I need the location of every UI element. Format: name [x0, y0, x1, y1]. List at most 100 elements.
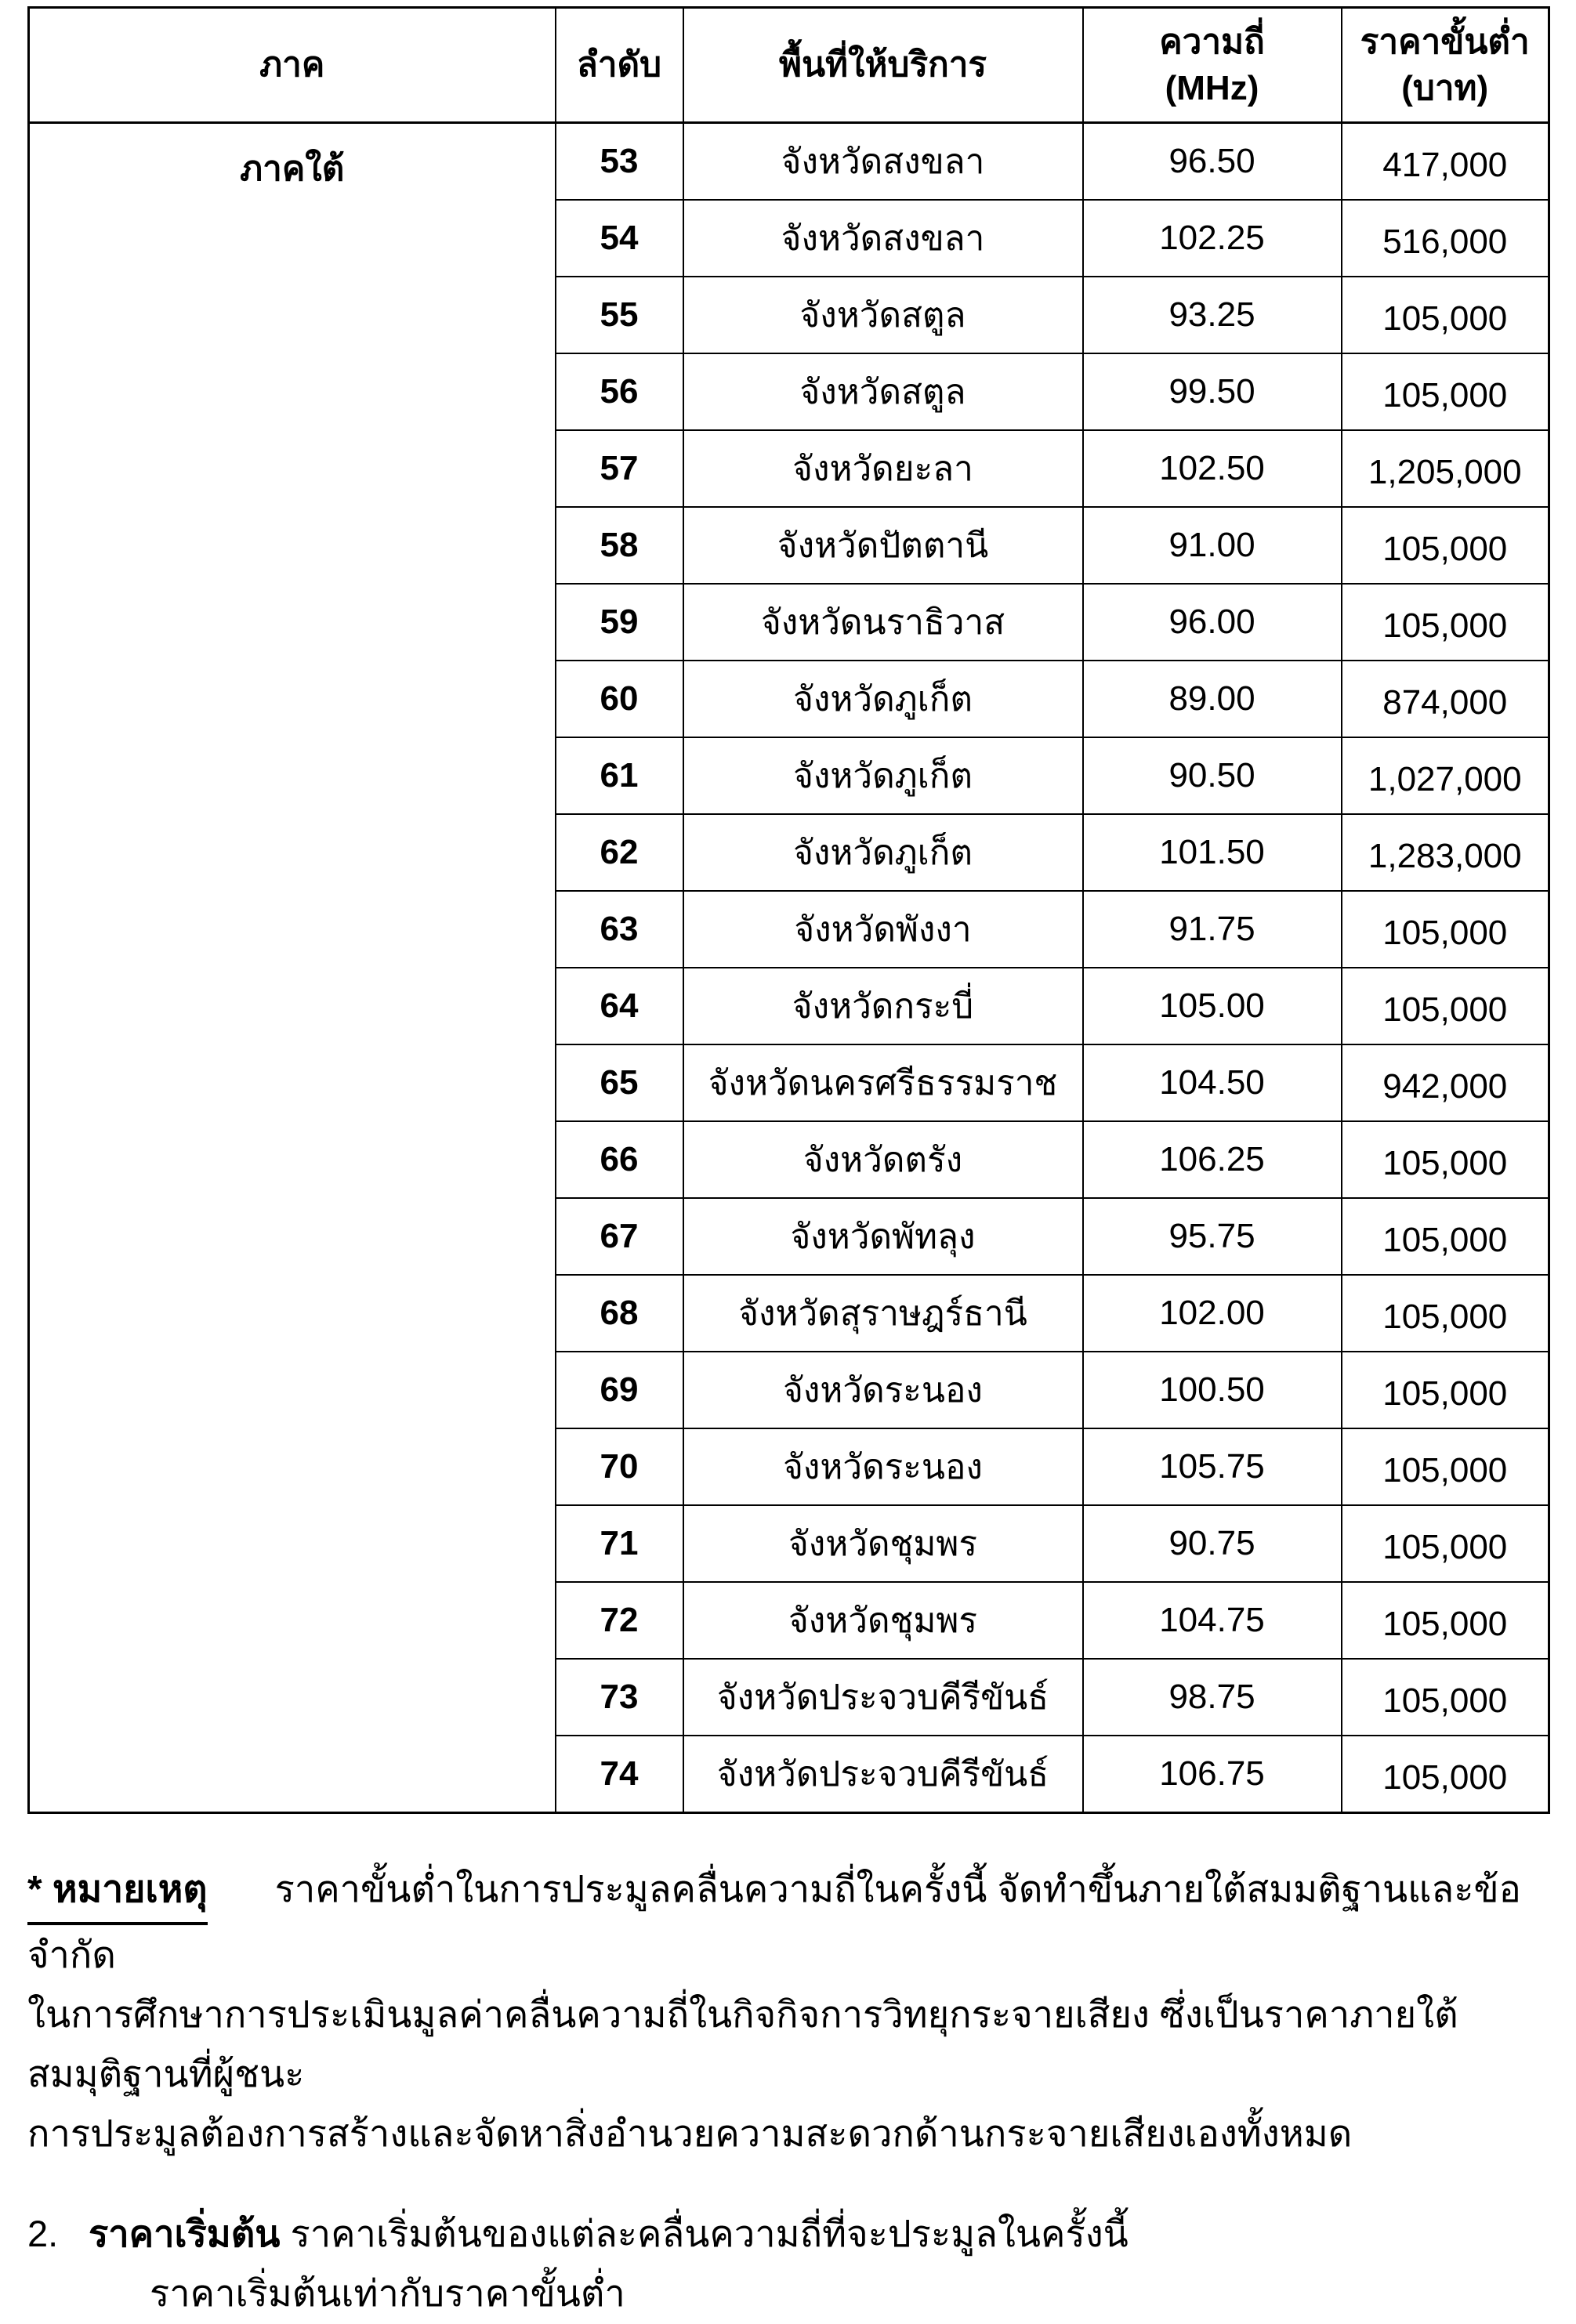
service-area-cell: จังหวัดชุมพร: [682, 1504, 1084, 1583]
min-price-cell: 1,283,000: [1340, 813, 1550, 892]
header-min-price-line1: ราคาขั้นต่ำ: [1360, 22, 1530, 61]
min-price-cell: 516,000: [1340, 199, 1550, 277]
table-row: 54 จังหวัดสงขลา 102.25 516,000: [29, 199, 1550, 277]
order-cell: 61: [554, 737, 684, 815]
min-price-cell: 942,000: [1340, 1044, 1550, 1122]
table-row: 67 จังหวัดพัทลุง 95.75 105,000: [29, 1197, 1550, 1276]
table-row: 74 จังหวัดประจวบคีรีขันธ์ 106.75 105,000: [29, 1735, 1550, 1814]
order-cell: 56: [554, 353, 684, 431]
header-min-price-line2: (บาท): [1401, 69, 1489, 107]
min-price-cell: 874,000: [1340, 660, 1550, 738]
frequency-auction-table: ภาค ลำดับ พื้นที่ให้บริการ ความถี่ (MHz)…: [27, 6, 1550, 1814]
min-price-cell: 105,000: [1340, 967, 1550, 1045]
service-area-cell: จังหวัดภูเก็ต: [682, 737, 1084, 815]
table-header-row: ภาค ลำดับ พื้นที่ให้บริการ ความถี่ (MHz)…: [27, 6, 1550, 124]
service-area-cell: จังหวัดภูเก็ต: [682, 813, 1084, 892]
min-price-cell: 417,000: [1340, 121, 1550, 201]
order-cell: 58: [554, 506, 684, 585]
service-area-cell: จังหวัดสงขลา: [682, 121, 1084, 201]
order-cell: 74: [554, 1735, 684, 1814]
item-2-term: ราคาเริ่มต้น: [89, 2213, 281, 2255]
service-area-cell: จังหวัดระนอง: [682, 1351, 1084, 1429]
service-area-cell: จังหวัดภูเก็ต: [682, 660, 1084, 738]
region-merged-cell: ภาคใต้: [27, 121, 556, 1814]
min-price-cell: 105,000: [1340, 506, 1550, 585]
table-row: 55 จังหวัดสตูล 93.25 105,000: [29, 276, 1550, 354]
min-price-cell: 105,000: [1340, 1274, 1550, 1352]
frequency-cell: 105.75: [1081, 1428, 1342, 1506]
service-area-cell: จังหวัดระนอง: [682, 1428, 1084, 1506]
frequency-cell: 96.00: [1081, 583, 1342, 661]
order-cell: 66: [554, 1120, 684, 1199]
order-cell: 67: [554, 1197, 684, 1276]
min-price-cell: 105,000: [1340, 276, 1550, 354]
frequency-cell: 102.25: [1081, 199, 1342, 277]
frequency-cell: 102.00: [1081, 1274, 1342, 1352]
table-row: 71 จังหวัดชุมพร 90.75 105,000: [29, 1504, 1550, 1583]
min-price-cell: 105,000: [1340, 1658, 1550, 1736]
order-cell: 54: [554, 199, 684, 277]
header-service-area: พื้นที่ให้บริการ: [682, 6, 1084, 124]
header-order: ลำดับ: [554, 6, 684, 124]
header-frequency: ความถี่ (MHz): [1081, 6, 1342, 124]
item-2-body: ราคาเริ่มต้น ราคาเริ่มต้นของแต่ละคลื่นคว…: [89, 2204, 1549, 2323]
service-area-cell: จังหวัดสตูล: [682, 276, 1084, 354]
order-cell: 53: [554, 121, 684, 201]
frequency-cell: 104.75: [1081, 1581, 1342, 1660]
min-price-cell: 105,000: [1340, 1735, 1550, 1814]
min-price-cell: 105,000: [1340, 1351, 1550, 1429]
table-row: 56 จังหวัดสตูล 99.50 105,000: [29, 353, 1550, 431]
order-cell: 60: [554, 660, 684, 738]
order-cell: 65: [554, 1044, 684, 1122]
frequency-cell: 104.50: [1081, 1044, 1342, 1122]
table-row: 62 จังหวัดภูเก็ต 101.50 1,283,000: [29, 813, 1550, 892]
table-row: 63 จังหวัดพังงา 91.75 105,000: [29, 890, 1550, 968]
frequency-cell: 90.50: [1081, 737, 1342, 815]
frequency-cell: 106.75: [1081, 1735, 1342, 1814]
order-cell: 70: [554, 1428, 684, 1506]
order-cell: 64: [554, 967, 684, 1045]
order-cell: 57: [554, 429, 684, 508]
table-row: 64 จังหวัดกระบี่ 105.00 105,000: [29, 967, 1550, 1045]
header-frequency-line2: (MHz): [1165, 69, 1259, 107]
header-min-price: ราคาขั้นต่ำ (บาท): [1340, 6, 1550, 124]
table-row: 69 จังหวัดระนอง 100.50 105,000: [29, 1351, 1550, 1429]
order-cell: 72: [554, 1581, 684, 1660]
order-cell: 68: [554, 1274, 684, 1352]
min-price-cell: 105,000: [1340, 1581, 1550, 1660]
table-row: 58 จังหวัดปัตตานี 91.00 105,000: [29, 506, 1550, 585]
service-area-cell: จังหวัดนราธิวาส: [682, 583, 1084, 661]
frequency-cell: 99.50: [1081, 353, 1342, 431]
frequency-cell: 98.75: [1081, 1658, 1342, 1736]
table-row: 72 จังหวัดชุมพร 104.75 105,000: [29, 1581, 1550, 1660]
service-area-cell: จังหวัดประจวบคีรีขันธ์: [682, 1735, 1084, 1814]
table-row: 57 จังหวัดยะลา 102.50 1,205,000: [29, 429, 1550, 508]
header-region: ภาค: [27, 6, 556, 124]
notes-section: * หมายเหตุ ราคาขั้นต่ำในการประมูลคลื่นควา…: [27, 1859, 1549, 2324]
service-area-cell: จังหวัดพังงา: [682, 890, 1084, 968]
frequency-cell: 102.50: [1081, 429, 1342, 508]
min-price-cell: 105,000: [1340, 583, 1550, 661]
note-line1: ราคาขั้นต่ำในการประมูลคลื่นความถี่ในครั้…: [27, 1868, 1521, 1975]
item-2-number: 2.: [27, 2213, 59, 2255]
order-cell: 59: [554, 583, 684, 661]
service-area-cell: จังหวัดสตูล: [682, 353, 1084, 431]
item-2-text: ราคาเริ่มต้นของแต่ละคลื่นความถี่ที่จะประ…: [280, 2213, 1129, 2255]
note-line2: ในการศึกษาการประเมินมูลค่าคลื่นความถี่ใน…: [27, 1993, 1458, 2094]
service-area-cell: จังหวัดตรัง: [682, 1120, 1084, 1199]
frequency-cell: 91.00: [1081, 506, 1342, 585]
frequency-cell: 93.25: [1081, 276, 1342, 354]
service-area-cell: จังหวัดสงขลา: [682, 199, 1084, 277]
min-price-cell: 105,000: [1340, 1428, 1550, 1506]
frequency-cell: 91.75: [1081, 890, 1342, 968]
order-cell: 55: [554, 276, 684, 354]
min-price-cell: 105,000: [1340, 1504, 1550, 1583]
item-2-line1: ราคาเริ่มต้น ราคาเริ่มต้นของแต่ละคลื่นคว…: [89, 2204, 1549, 2264]
min-price-cell: 105,000: [1340, 1120, 1550, 1199]
frequency-cell: 100.50: [1081, 1351, 1342, 1429]
service-area-cell: จังหวัดปัตตานี: [682, 506, 1084, 585]
table-row: 60 จังหวัดภูเก็ต 89.00 874,000: [29, 660, 1550, 738]
table-row: 61 จังหวัดภูเก็ต 90.50 1,027,000: [29, 737, 1550, 815]
note-paragraph: * หมายเหตุ ราคาขั้นต่ำในการประมูลคลื่นควา…: [27, 1859, 1549, 2163]
